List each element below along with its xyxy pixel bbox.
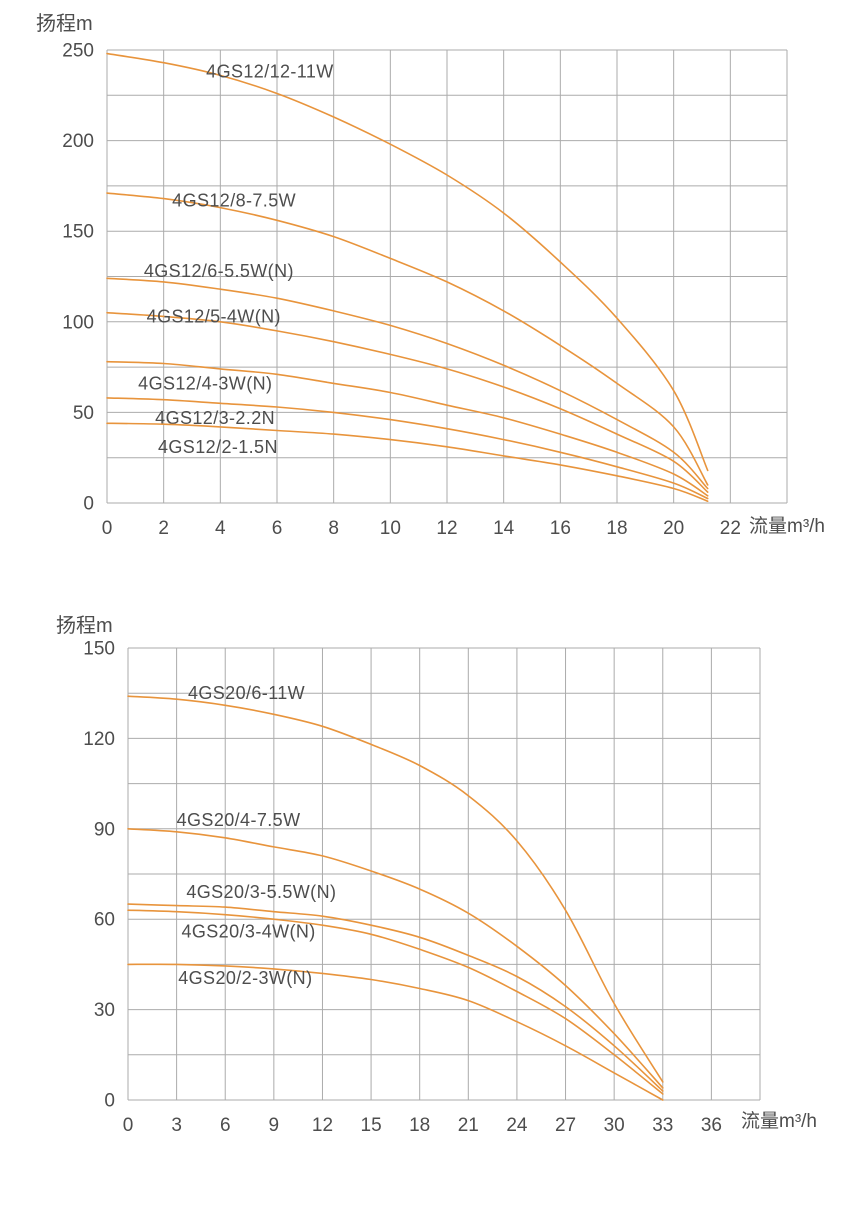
x-tick-label: 12 <box>312 1115 333 1136</box>
x-tick-label: 3 <box>171 1115 182 1136</box>
x-tick-label: 16 <box>550 518 571 539</box>
head-axis-title-bottom-chart: 扬程m <box>56 615 113 637</box>
y-tick-label: 90 <box>94 819 115 840</box>
x-tick-label: 4 <box>215 518 226 539</box>
pump-curve-4gs12-2-1-5n <box>106 422 709 502</box>
curve-label-4gs12-5-4w-n-: 4GS12/5-4W(N) <box>147 306 281 326</box>
x-tick-label: 27 <box>555 1115 576 1136</box>
x-tick-label: 0 <box>102 518 113 539</box>
y-tick-label: 150 <box>62 222 94 243</box>
x-tick-label: 36 <box>701 1115 722 1136</box>
head-axis-title-top-chart: 扬程m <box>36 13 93 35</box>
x-tick-label: 20 <box>663 518 684 539</box>
chart-4gs12: 0 2 4 6 8 10 12 14 16 18 20 22 0 50 100 150 200 250 4GS12/… <box>62 41 788 539</box>
chart-4gs20: 0 3 6 9 12 15 18 21 24 27 30 33 3603060901201504GS20… <box>83 639 761 1136</box>
curve-label-4gs20-2-3w-n-: 4GS20/2-3W(N) <box>178 968 312 988</box>
pump-curve-4gs12-6-5-5w-n- <box>106 277 709 490</box>
x-tick-label: 9 <box>269 1115 280 1136</box>
x-tick-label: 22 <box>720 518 741 539</box>
pump-curve-4gs20-3-4w-n- <box>127 909 664 1095</box>
pump-curve-4gs20-4-7-5w <box>127 828 664 1089</box>
pump-curve-4gs12-5-4w-n- <box>106 311 709 493</box>
x-tick-label: 10 <box>380 518 401 539</box>
x-tick-label: 15 <box>361 1115 382 1136</box>
x-tick-label: 2 <box>158 518 169 539</box>
curve-label-4gs20-3-4w-n-: 4GS20/3-4W(N) <box>181 921 315 941</box>
y-tick-label: 60 <box>94 910 115 931</box>
x-tick-label: 24 <box>506 1115 528 1136</box>
curve-label-4gs12-6-5-5w-n-: 4GS12/6-5.5W(N) <box>144 261 294 281</box>
y-tick-label: 0 <box>104 1091 115 1112</box>
curve-label-4gs12-3-2-2n: 4GS12/3-2.2N <box>155 408 275 428</box>
flow-axis-title-top-chart: 流量m³/h <box>749 516 826 537</box>
y-tick-label: 150 <box>83 639 115 660</box>
y-tick-label: 50 <box>73 403 94 424</box>
x-tick-label: 18 <box>409 1115 430 1136</box>
x-tick-label: 8 <box>328 518 339 539</box>
y-tick-label: 100 <box>62 312 94 333</box>
curve-label-4gs20-3-5-5w-n-: 4GS20/3-5.5W(N) <box>186 882 336 902</box>
y-tick-label: 0 <box>83 494 94 515</box>
x-tick-label: 33 <box>652 1115 673 1136</box>
pump-curve-4gs12-3-2-2n <box>106 397 709 500</box>
pump-curve-4gs20-6-11w <box>127 695 664 1083</box>
x-tick-label: 14 <box>493 518 515 539</box>
x-tick-label: 21 <box>458 1115 479 1136</box>
pump-curve-4gs20-2-3w-n- <box>127 963 664 1101</box>
gridlines <box>106 49 788 504</box>
flow-axis-title-bottom-chart: 流量m³/h <box>741 1111 818 1132</box>
y-tick-label: 120 <box>83 729 115 750</box>
pump-curve-4gs12-4-3w-n- <box>106 360 709 497</box>
x-tick-label: 6 <box>272 518 283 539</box>
curve-label-4gs20-4-7-5w: 4GS20/4-7.5W <box>177 810 301 830</box>
curve-label-4gs20-6-11w: 4GS20/6-11W <box>188 683 305 703</box>
curve-label-4gs12-4-3w-n-: 4GS12/4-3W(N) <box>138 373 272 393</box>
pump-curve-4gs12-8-7-5w <box>106 192 709 486</box>
y-tick-label: 250 <box>62 41 94 62</box>
x-tick-label: 18 <box>606 518 627 539</box>
x-tick-label: 30 <box>604 1115 625 1136</box>
x-tick-label: 6 <box>220 1115 231 1136</box>
curve-label-4gs12-12-11w: 4GS12/12-11W <box>206 62 334 82</box>
pump-curve-4gs20-3-5-5w-n- <box>127 903 664 1092</box>
curve-label-4gs12-8-7-5w: 4GS12/8-7.5W <box>172 190 296 210</box>
y-tick-label: 200 <box>62 131 94 152</box>
pump-curve-4gs12-12-11w <box>106 52 709 472</box>
x-tick-label: 12 <box>436 518 457 539</box>
gridlines <box>127 647 761 1101</box>
curve-label-4gs12-2-1-5n: 4GS12/2-1.5N <box>158 437 278 457</box>
y-tick-label: 30 <box>94 1000 115 1021</box>
x-tick-label: 0 <box>123 1115 134 1136</box>
